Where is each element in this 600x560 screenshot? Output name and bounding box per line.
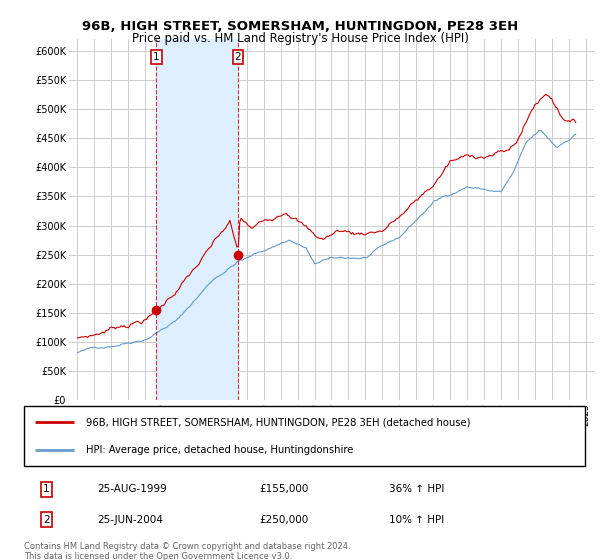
Text: 25-JUN-2004: 25-JUN-2004 bbox=[97, 515, 163, 525]
Text: Price paid vs. HM Land Registry's House Price Index (HPI): Price paid vs. HM Land Registry's House … bbox=[131, 32, 469, 45]
Text: 36% ↑ HPI: 36% ↑ HPI bbox=[389, 484, 444, 494]
Text: 1: 1 bbox=[153, 52, 160, 62]
Text: HPI: Average price, detached house, Huntingdonshire: HPI: Average price, detached house, Hunt… bbox=[86, 445, 353, 455]
FancyBboxPatch shape bbox=[24, 406, 585, 466]
Text: 96B, HIGH STREET, SOMERSHAM, HUNTINGDON, PE28 3EH (detached house): 96B, HIGH STREET, SOMERSHAM, HUNTINGDON,… bbox=[86, 417, 470, 427]
Text: 96B, HIGH STREET, SOMERSHAM, HUNTINGDON, PE28 3EH: 96B, HIGH STREET, SOMERSHAM, HUNTINGDON,… bbox=[82, 20, 518, 32]
Bar bbox=[156, 39, 238, 400]
Text: 1: 1 bbox=[43, 484, 50, 494]
Text: 25-AUG-1999: 25-AUG-1999 bbox=[97, 484, 167, 494]
Text: 2: 2 bbox=[235, 52, 241, 62]
Text: £250,000: £250,000 bbox=[260, 515, 309, 525]
Text: £155,000: £155,000 bbox=[260, 484, 309, 494]
Text: 10% ↑ HPI: 10% ↑ HPI bbox=[389, 515, 444, 525]
Text: 2: 2 bbox=[43, 515, 50, 525]
Text: Contains HM Land Registry data © Crown copyright and database right 2024.
This d: Contains HM Land Registry data © Crown c… bbox=[24, 542, 350, 560]
